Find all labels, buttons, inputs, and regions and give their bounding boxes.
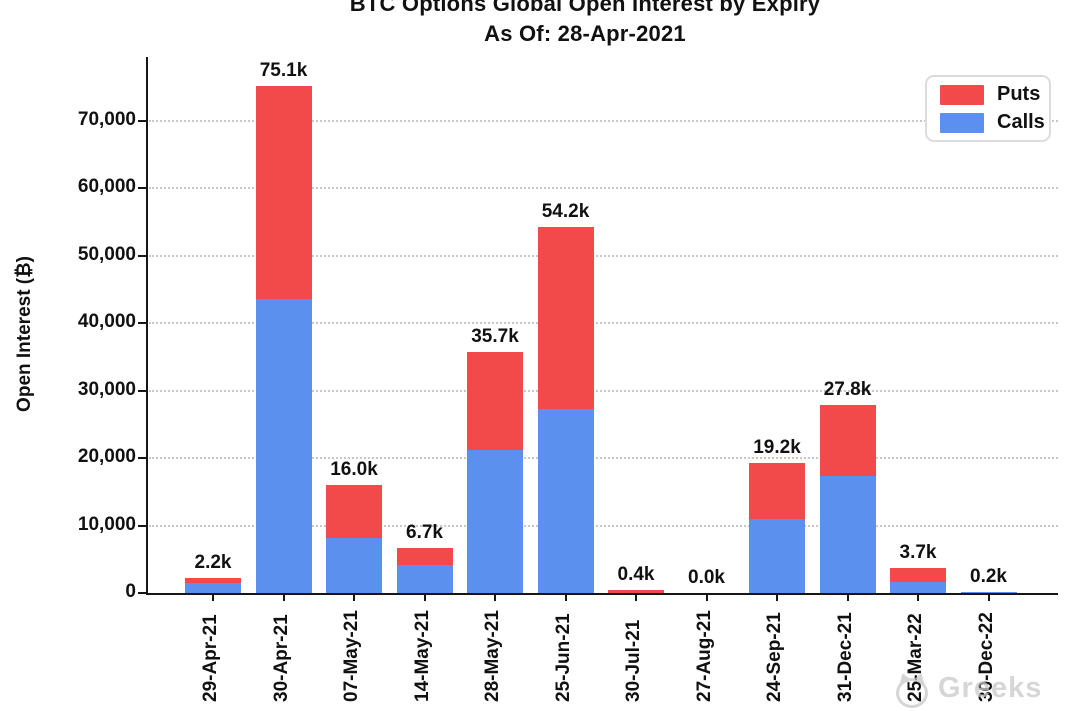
y-tick-label: 0 (125, 581, 136, 602)
bar-puts-segment[interactable] (185, 578, 241, 583)
x-tick-label: 29-Apr-21 (200, 614, 221, 702)
y-tick-label: 40,000 (77, 311, 136, 332)
bar-value-label: 0.0k (688, 567, 725, 588)
bar-puts-segment[interactable] (749, 463, 805, 520)
x-tick-label: 30-Jul-21 (623, 619, 644, 702)
y-tick-label: 20,000 (77, 446, 136, 467)
bar-puts-segment[interactable] (255, 86, 312, 299)
x-tick-mark (705, 595, 708, 601)
gridline (149, 254, 1058, 257)
gridline (149, 389, 1058, 392)
watermark: Greeks (896, 670, 1043, 708)
bar-calls-segment[interactable] (255, 298, 312, 593)
x-tick-label: 24-Sep-21 (764, 612, 785, 702)
bar-puts-segment[interactable] (467, 352, 523, 450)
x-tick-label: 25-Jun-21 (552, 613, 574, 702)
x-tick-mark (635, 595, 637, 601)
gridline (149, 524, 1058, 527)
bar-puts-segment[interactable] (890, 568, 946, 583)
y-tick-mark (138, 592, 147, 594)
bar-calls-segment[interactable] (326, 537, 382, 593)
y-tick-label: 50,000 (77, 243, 136, 265)
calls-swatch-icon (940, 112, 984, 133)
bar-puts-segment[interactable] (326, 485, 382, 538)
bar-calls-segment[interactable] (396, 565, 453, 593)
bar-value-label: 75.1k (259, 60, 308, 82)
x-tick-mark (353, 595, 355, 601)
bar-puts-segment[interactable] (608, 590, 664, 593)
bar-puts-segment[interactable] (819, 405, 876, 476)
bar-calls-segment[interactable] (749, 519, 805, 593)
bar-calls-segment[interactable] (537, 408, 594, 593)
x-tick-mark (212, 595, 214, 601)
puts-swatch-icon (940, 84, 984, 105)
x-axis-spine (146, 593, 1058, 595)
y-tick-mark (138, 254, 147, 257)
bar-calls-segment[interactable] (819, 475, 876, 593)
y-tick-mark (138, 457, 147, 459)
bar-calls-segment[interactable] (960, 591, 1017, 593)
y-axis-spine (146, 57, 148, 595)
bar-calls-segment[interactable] (467, 449, 523, 593)
bar-value-label: 19.2k (753, 437, 801, 459)
y-tick-label: 60,000 (77, 176, 136, 197)
bar-calls-segment[interactable] (890, 582, 946, 593)
y-tick-mark (138, 322, 147, 324)
y-tick-mark (138, 187, 147, 189)
watermark-text: Greeks (938, 672, 1043, 704)
legend-item-puts[interactable]: Puts (927, 83, 1049, 107)
bar-value-label: 3.7k (899, 542, 937, 564)
chart-title-line1: BTC Options Global Open Interest by Expi… (349, 0, 821, 16)
bar-puts-segment[interactable] (537, 227, 594, 409)
chart-title: BTC Options Global Open Interest by Expi… (90, 0, 1080, 49)
gridline (149, 322, 1058, 324)
legend-label-calls: Calls (997, 111, 1045, 133)
x-tick-label: 30-Apr-21 (270, 614, 292, 702)
cat-logo-icon (896, 670, 928, 708)
x-tick-label: 27-Aug-21 (693, 610, 715, 702)
bar-value-label: 16.0k (330, 459, 378, 480)
legend-label-puts: Puts (997, 83, 1041, 105)
gridline (149, 457, 1058, 459)
x-tick-label: 28-May-21 (482, 610, 503, 702)
y-tick-mark (138, 389, 147, 392)
x-tick-label: 07-May-21 (341, 610, 362, 702)
bar-value-label: 35.7k (471, 326, 519, 348)
legend-item-calls[interactable]: Calls (927, 111, 1049, 135)
gridline (149, 187, 1058, 189)
x-tick-mark (776, 595, 778, 601)
bar-value-label: 0.2k (970, 565, 1007, 587)
x-tick-mark (564, 595, 567, 601)
chart-title-line2: As Of: 28-Apr-2021 (484, 21, 686, 46)
x-tick-mark (846, 595, 849, 601)
gridline (149, 119, 1058, 122)
x-tick-label: 31-Dec-21 (834, 612, 856, 702)
y-tick-mark (138, 524, 147, 527)
bar-value-label: 2.2k (194, 552, 232, 574)
x-tick-mark (423, 595, 426, 601)
x-tick-mark (494, 595, 496, 601)
y-tick-mark (138, 119, 147, 122)
x-tick-label: 14-May-21 (411, 610, 433, 702)
bar-puts-segment[interactable] (396, 547, 453, 566)
bar-calls-segment[interactable] (185, 582, 241, 593)
y-tick-label: 10,000 (77, 513, 136, 535)
y-tick-label: 70,000 (77, 108, 136, 130)
y-tick-label: 30,000 (77, 378, 136, 400)
bar-value-label: 54.2k (541, 201, 590, 223)
legend: Puts Calls (925, 75, 1051, 142)
bar-value-label: 6.7k (406, 521, 443, 543)
bar-value-label: 0.4k (617, 564, 655, 586)
x-tick-mark (282, 595, 285, 601)
x-tick-mark (987, 595, 990, 601)
x-tick-mark (917, 595, 919, 601)
bar-value-label: 27.8k (823, 379, 872, 401)
